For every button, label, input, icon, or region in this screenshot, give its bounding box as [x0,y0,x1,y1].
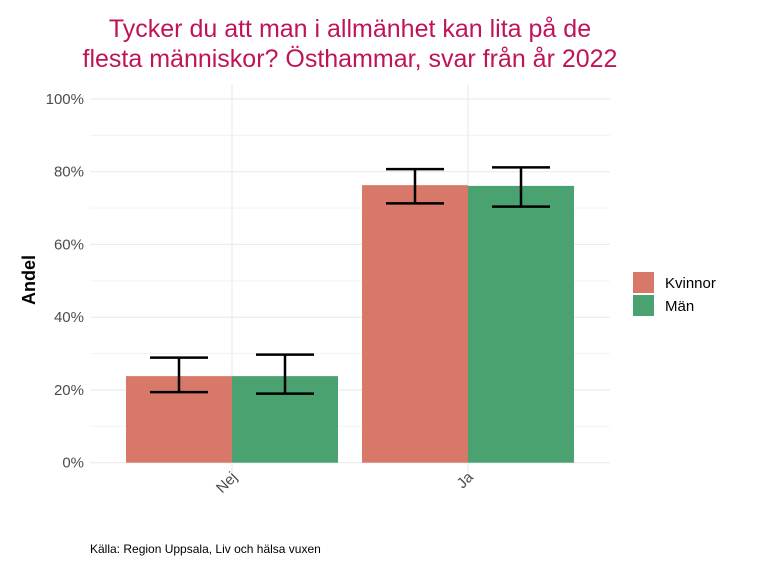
y-axis-label: Andel [19,255,39,305]
legend-label: Kvinnor [665,275,716,292]
y-tick-label: 40% [54,309,84,326]
bar-Män-Ja [468,185,574,463]
chart-title-line-1: Tycker du att man i allmänhet kan lita p… [109,15,591,43]
bar-Kvinnor-Ja [362,185,468,463]
y-tick-label: 100% [46,91,84,108]
legend-swatch [633,295,654,316]
y-tick-label: 20% [54,382,84,399]
y-tick-label: 80% [54,164,84,181]
y-tick-label: 0% [62,455,84,472]
x-tick-label: Nej [213,469,241,497]
legend-swatch [633,272,654,293]
caption: Källa: Region Uppsala, Liv och hälsa vux… [90,542,321,556]
y-tick-label: 60% [54,236,84,253]
x-tick-label: Ja [454,468,478,492]
chart-title-line-2: flesta människor? Östhammar, svar från å… [83,45,618,73]
legend-label: Män [665,298,694,315]
